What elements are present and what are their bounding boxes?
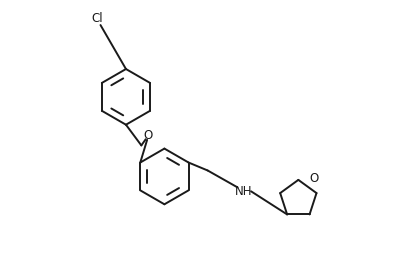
Text: NH: NH bbox=[235, 185, 253, 198]
Text: O: O bbox=[309, 172, 318, 185]
Text: O: O bbox=[144, 129, 153, 142]
Text: Cl: Cl bbox=[91, 12, 103, 25]
